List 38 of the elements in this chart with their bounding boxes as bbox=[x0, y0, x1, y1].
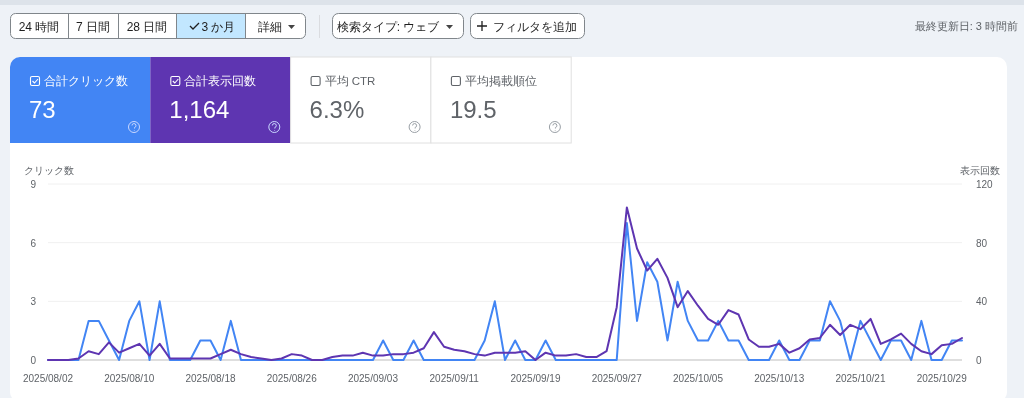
text: 73 bbox=[29, 96, 56, 123]
y2-tick-label: 0 bbox=[976, 355, 982, 366]
category-label: 合計表示回数 bbox=[184, 74, 257, 87]
text: 19.5 bbox=[449, 96, 497, 123]
y2-tick-label: 120 bbox=[976, 179, 994, 190]
y2-tick-label: 80 bbox=[976, 237, 988, 249]
y-axis-title: クリック数 bbox=[24, 165, 74, 176]
text: 詳細 bbox=[257, 19, 282, 34]
text: 最終更新日: 3 時間前 bbox=[914, 20, 1018, 32]
text: 7 日間 bbox=[75, 19, 111, 34]
text: フィルタを追加 bbox=[493, 19, 577, 34]
category-label: 平均掲載順位 bbox=[464, 75, 537, 87]
x-tick-label: 2025/10/13 bbox=[754, 373, 805, 384]
y-tick-label: 0 bbox=[30, 355, 37, 366]
x-tick-label: 2025/08/02 bbox=[22, 373, 74, 384]
y-tick-label: 9 bbox=[30, 179, 37, 190]
x-tick-label: 2025/09/19 bbox=[510, 373, 561, 384]
y-tick-label: 6 bbox=[30, 237, 37, 249]
category-label: 合計クリック数 bbox=[44, 74, 128, 87]
text: 1,164 bbox=[169, 96, 230, 123]
x-tick-label: 2025/10/05 bbox=[672, 373, 724, 384]
text: 6.3% bbox=[309, 96, 365, 123]
x-tick-label: 2025/08/10 bbox=[104, 373, 155, 384]
x-tick-label: 2025/10/21 bbox=[835, 373, 886, 384]
text: 3 か月 bbox=[201, 19, 236, 34]
x-tick-label: 2025/08/18 bbox=[185, 373, 236, 384]
text: 28 日間 bbox=[126, 19, 168, 34]
y2-tick-label: 40 bbox=[976, 296, 988, 308]
x-tick-label: 2025/09/11 bbox=[429, 373, 480, 384]
x-tick-label: 2025/09/27 bbox=[591, 373, 643, 384]
x-tick-label: 2025/09/03 bbox=[347, 373, 399, 384]
text: 検索タイプ: ウェブ bbox=[336, 19, 441, 34]
x-tick-label: 2025/10/29 bbox=[916, 373, 968, 384]
y-tick-label: 3 bbox=[30, 296, 37, 308]
text: 24 時間 bbox=[18, 19, 60, 34]
x-tick-label: 2025/08/26 bbox=[266, 373, 318, 384]
y2-axis-title: 表示回数 bbox=[960, 165, 1000, 176]
category-label: 平均 CTR bbox=[324, 75, 376, 87]
